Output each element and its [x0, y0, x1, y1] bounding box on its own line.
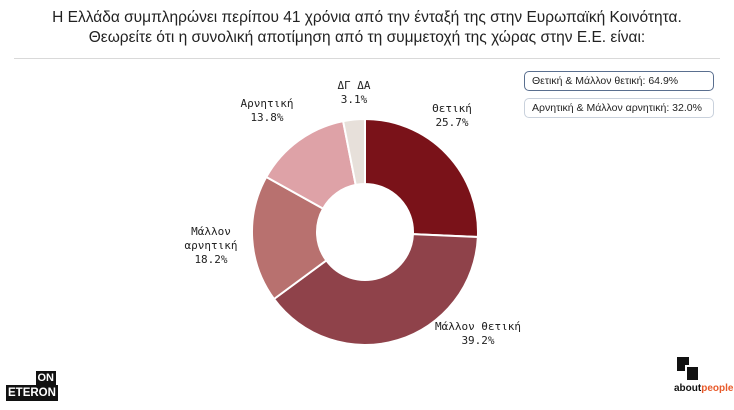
slice-name-1: Θετική: [432, 102, 472, 115]
slice-percent-2: 39.2%: [461, 334, 494, 347]
slice-percent-4: 13.8%: [250, 111, 283, 124]
slice-name-2: Μάλλον θετική: [435, 320, 521, 333]
negative-summary-box: Αρνητική & Μάλλον αρνητική: 32.0%: [524, 98, 714, 118]
slice-name-3: Μάλλον: [191, 225, 231, 238]
logo-eteron-text: ETERON: [6, 385, 58, 401]
slice-percent-3: 18.2%: [194, 253, 227, 266]
donut-slice-3: [251, 175, 328, 301]
aboutpeople-logo: aboutpeople: [674, 357, 733, 403]
donut-slice-5: [341, 117, 366, 187]
slice-label-4: Αρνητική 13.8%: [241, 97, 294, 124]
slice-label-3: Μάλλον αρνητική 18.2%: [185, 225, 238, 266]
donut-slice-1: [364, 117, 479, 239]
logo-people-text: people: [701, 383, 734, 394]
positive-summary-box: Θετική & Μάλλον θετική: 64.9%: [524, 71, 714, 91]
title-divider: [14, 58, 720, 59]
slice-label-5: ΔΓ ΔΑ 3.1%: [337, 79, 370, 106]
logo-about-text: about: [674, 383, 702, 394]
logo-on-text: ON: [35, 371, 56, 385]
aboutpeople-wordmark: aboutpeople: [674, 383, 733, 394]
slice-percent-5: 3.1%: [341, 93, 368, 106]
slice-name-5: ΔΓ ΔΑ: [337, 79, 370, 92]
slice-percent-1: 25.7%: [435, 116, 468, 129]
aboutpeople-mark-icon-2: [685, 365, 700, 382]
on-eteron-logo: ON ETERON: [6, 371, 58, 405]
slice-name-4: Αρνητική: [241, 97, 294, 110]
title-line-2: Θεωρείτε ότι η συνολική αποτίμηση από τη…: [88, 29, 646, 46]
slice-name-3: αρνητική: [185, 239, 238, 252]
title-line-1: Η Ελλάδα συμπληρώνει περίπου 41 χρόνια α…: [52, 9, 682, 26]
slice-label-2: Μάλλον θετική 39.2%: [435, 320, 521, 347]
chart-title: Η Ελλάδα συμπληρώνει περίπου 41 χρόνια α…: [0, 8, 734, 48]
slice-label-1: Θετική 25.7%: [432, 102, 472, 129]
